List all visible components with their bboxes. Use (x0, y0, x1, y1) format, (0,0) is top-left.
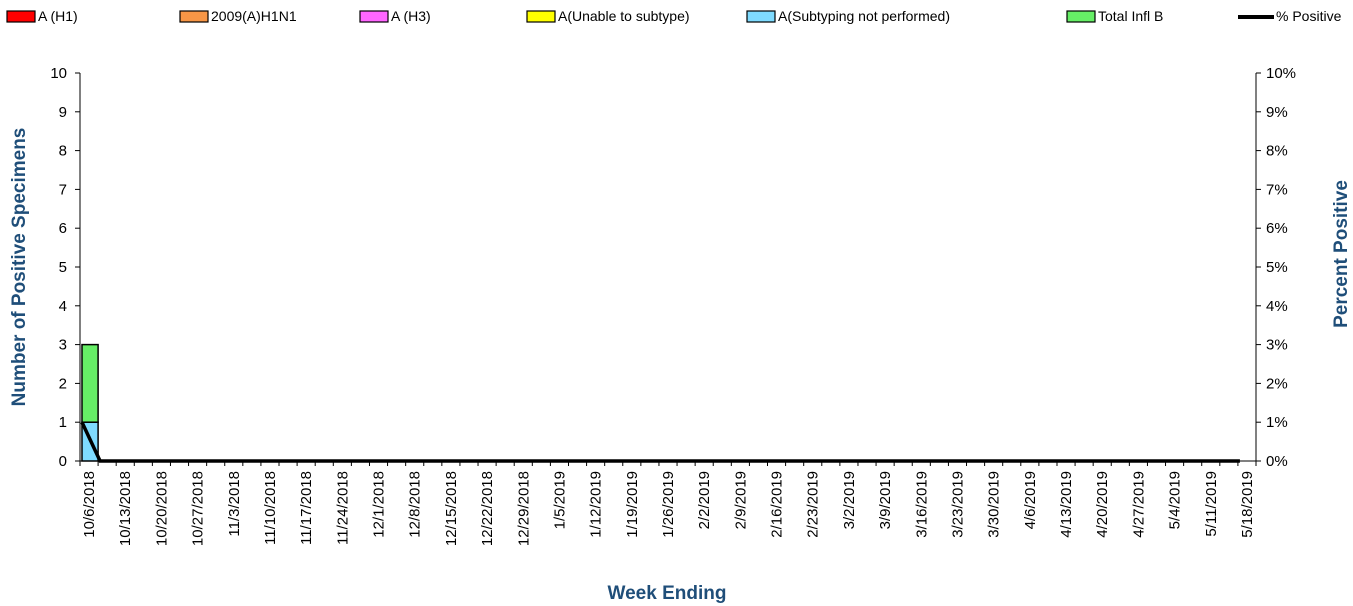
y-tick-label-1: 1 (59, 414, 67, 431)
legend-label-5: Total Infl B (1098, 8, 1163, 24)
x-tick-label-13: 1/5/2019 (551, 471, 568, 529)
y2-tick-label-5: 5% (1266, 259, 1288, 276)
y2-tick-label-7: 7% (1266, 181, 1288, 198)
x-tick-label-1: 10/13/2018 (117, 471, 134, 546)
y-tick-label-3: 3 (59, 337, 67, 354)
legend-label-2: A (H3) (391, 8, 431, 24)
y2-axis-title: Percent Positive (1331, 180, 1352, 328)
x-tick-label-25: 3/30/2019 (986, 471, 1003, 538)
legend-swatch-1 (179, 10, 209, 23)
y2-tick-label-2: 2% (1266, 375, 1288, 392)
legend-label-line: % Positive (1276, 8, 1342, 24)
legend: A (H1) 2009(A)H1N1 A (H3) A(Unable to subty… (6, 8, 1342, 24)
x-tick-label-9: 12/8/2018 (407, 471, 424, 538)
legend-label-3: A(Unable to subtype) (558, 8, 690, 24)
x-tick-label-27: 4/13/2019 (1058, 471, 1075, 538)
x-tick-label-12: 12/29/2018 (515, 471, 532, 546)
right-axis-ticks: 0% 1% 2% 3% 4% 5% 6% 7% 8% 9% 10% (1256, 65, 1296, 470)
x-tick-label-14: 1/12/2019 (588, 471, 605, 538)
x-tick-label-11: 12/22/2018 (479, 471, 496, 546)
y-tick-label-4: 4 (59, 298, 67, 315)
y-tick-label-0: 0 (59, 453, 67, 470)
y2-tick-label-8: 8% (1266, 143, 1288, 160)
x-tick-label-21: 3/2/2019 (841, 471, 858, 529)
x-tick-label-8: 12/1/2018 (371, 471, 388, 538)
x-tick-label-32: 5/18/2019 (1239, 471, 1256, 538)
x-tick-label-5: 11/10/2018 (262, 471, 279, 545)
x-tick-label-28: 4/20/2019 (1094, 471, 1111, 538)
left-axis-ticks: 0 1 2 3 4 5 6 7 8 9 10 (50, 65, 80, 470)
x-tick-label-24: 3/23/2019 (949, 471, 966, 538)
y-tick-label-7: 7 (59, 181, 67, 198)
y-axis-title: Number of Positive Specimens (9, 128, 30, 407)
legend-label-1: 2009(A)H1N1 (211, 8, 297, 24)
percent-positive-line (80, 421, 1240, 463)
y-tick-label-2: 2 (59, 375, 67, 392)
legend-label-4: A(Subtyping not performed) (778, 8, 950, 24)
legend-swatch-2 (359, 10, 389, 23)
legend-swatch-5 (1066, 10, 1096, 23)
x-tick-label-20: 2/23/2019 (805, 471, 822, 538)
legend-label-0: A (H1) (38, 8, 78, 24)
y2-tick-label-9: 9% (1266, 104, 1288, 121)
y-tick-label-10: 10 (50, 65, 67, 82)
y-tick-label-8: 8 (59, 143, 67, 160)
x-tick-label-7: 11/24/2018 (334, 471, 351, 545)
x-tick-label-22: 3/9/2019 (877, 471, 894, 529)
legend-swatch-3 (526, 10, 556, 23)
x-tick-label-23: 3/16/2019 (913, 471, 930, 538)
x-tick-label-16: 1/26/2019 (660, 471, 677, 538)
x-tick-label-6: 11/17/2018 (298, 471, 315, 545)
y2-tick-label-10: 10% (1266, 65, 1296, 82)
x-axis-title: Week Ending (608, 583, 727, 604)
y-tick-label-5: 5 (59, 259, 67, 276)
x-tick-label-26: 4/6/2019 (1022, 471, 1039, 529)
y2-tick-label-4: 4% (1266, 298, 1288, 315)
y2-tick-label-6: 6% (1266, 220, 1288, 237)
x-tick-label-31: 5/11/2019 (1203, 471, 1220, 537)
axes-layer (79, 73, 1257, 462)
y-tick-label-6: 6 (59, 220, 67, 237)
y-tick-label-9: 9 (59, 104, 67, 121)
x-tick-label-29: 4/27/2019 (1130, 471, 1147, 538)
x-tick-label-2: 10/20/2018 (153, 471, 170, 546)
legend-swatch-4 (746, 10, 776, 23)
x-tick-label-30: 5/4/2019 (1167, 471, 1184, 529)
x-tick-label-18: 2/9/2019 (732, 471, 749, 529)
y2-tick-label-1: 1% (1266, 414, 1288, 431)
bar-5-0 (81, 343, 99, 423)
x-tick-label-3: 10/27/2018 (190, 471, 207, 546)
x-axis-ticks: 10/6/2018 10/13/2018 10/20/2018 10/27/2018 1… (79, 461, 1257, 546)
x-tick-label-17: 2/2/2019 (696, 471, 713, 529)
line-layer (80, 421, 1240, 463)
x-tick-label-19: 2/16/2019 (769, 471, 786, 538)
x-tick-label-15: 1/19/2019 (624, 471, 641, 538)
x-tick-label-4: 11/3/2018 (226, 471, 243, 537)
y2-tick-label-3: 3% (1266, 337, 1288, 354)
y2-tick-label-0: 0% (1266, 453, 1288, 470)
x-tick-label-10: 12/15/2018 (443, 471, 460, 546)
x-tick-label-0: 10/6/2018 (81, 471, 98, 538)
legend-swatch-0 (6, 10, 36, 23)
